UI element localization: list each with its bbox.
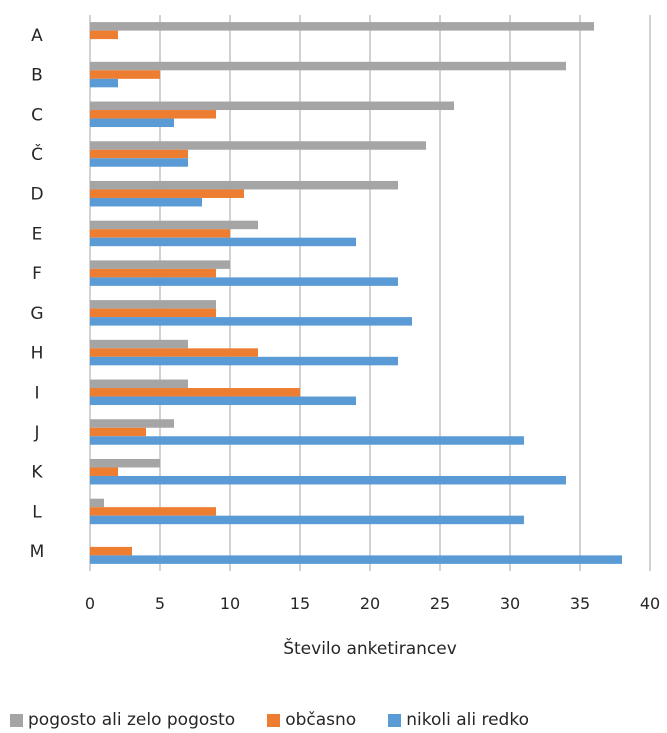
category-label: K [31,463,43,483]
bar-nikoli [90,78,118,88]
bar-pogosto [90,458,160,468]
bar-nikoli [90,118,174,128]
bar-nikoli [90,158,188,167]
category-label: D [30,185,43,205]
bar-nikoli [90,317,412,326]
legend-item-nikoli: nikoli ali redko [388,710,529,730]
x-tick-label: 25 [430,594,450,613]
bar-pogosto [90,61,566,71]
legend-item-pogosto: pogosto ali zelo pogosto [10,710,235,730]
bar-obcasno [90,149,188,159]
bar-pogosto [90,419,174,428]
x-tick-label: 20 [360,594,380,613]
bar-nikoli [90,197,202,207]
x-tick-label: 35 [570,594,590,613]
x-tick-label: 0 [85,594,95,613]
bar-obcasno [90,229,230,238]
bar-obcasno [90,546,132,556]
bar-nikoli [90,515,524,525]
x-axis-title: Število anketirancev [283,637,457,659]
legend: pogosto ali zelo pogosto občasno nikoli … [10,710,529,730]
bar-nikoli [90,277,398,286]
bar-obcasno [90,467,118,476]
category-label: Č [31,143,43,165]
bar-obcasno [90,427,146,437]
category-label: C [31,105,43,125]
category-label: I [34,383,39,403]
legend-swatch [267,713,281,727]
x-tick-label: 40 [640,594,660,613]
bar-nikoli [90,356,398,366]
gridlines [89,15,651,571]
bar-pogosto [90,498,104,508]
x-tick-label: 10 [220,594,240,613]
bar-obcasno [90,308,216,318]
bar-pogosto [90,220,258,230]
x-tick-label: 15 [290,594,310,613]
bar-obcasno [90,30,118,40]
bar-nikoli [90,436,524,445]
x-tick-labels: 0 5 10 15 20 25 30 35 40 [85,594,660,613]
bar-pogosto [90,300,216,309]
bar-obcasno [90,268,216,278]
category-label: F [32,264,42,284]
category-label: A [31,26,43,46]
bar-pogosto [90,180,398,190]
bar-nikoli [90,475,566,485]
legend-swatch [10,713,23,727]
bar-obcasno [90,507,216,516]
bar-obcasno [90,189,244,198]
bars [90,22,622,564]
category-label: L [32,502,42,522]
bar-pogosto [90,22,594,31]
x-tick-label: 5 [155,594,165,613]
bar-obcasno [90,388,300,397]
bar-nikoli [90,555,622,564]
bar-pogosto [90,101,454,111]
bar-pogosto [90,379,188,389]
category-label: G [30,304,43,324]
bar-pogosto [90,141,426,150]
bar-pogosto [90,339,188,349]
legend-item-obcasno: občasno [267,710,356,730]
category-label: H [31,344,44,364]
category-label: E [32,224,43,244]
bar-pogosto [90,260,230,269]
legend-swatch [388,713,402,727]
legend-label: pogosto ali zelo pogosto [28,710,236,730]
category-label: J [33,423,39,443]
bar-obcasno [90,110,216,119]
x-tick-label: 30 [500,594,520,613]
bar-nikoli [90,237,356,247]
legend-label: občasno [285,710,357,730]
bar-nikoli [90,396,356,406]
category-label: B [31,66,43,86]
bar-obcasno [90,70,160,79]
category-label: M [30,542,45,562]
legend-label: nikoli ali redko [406,710,529,730]
bar-obcasno [90,348,258,357]
